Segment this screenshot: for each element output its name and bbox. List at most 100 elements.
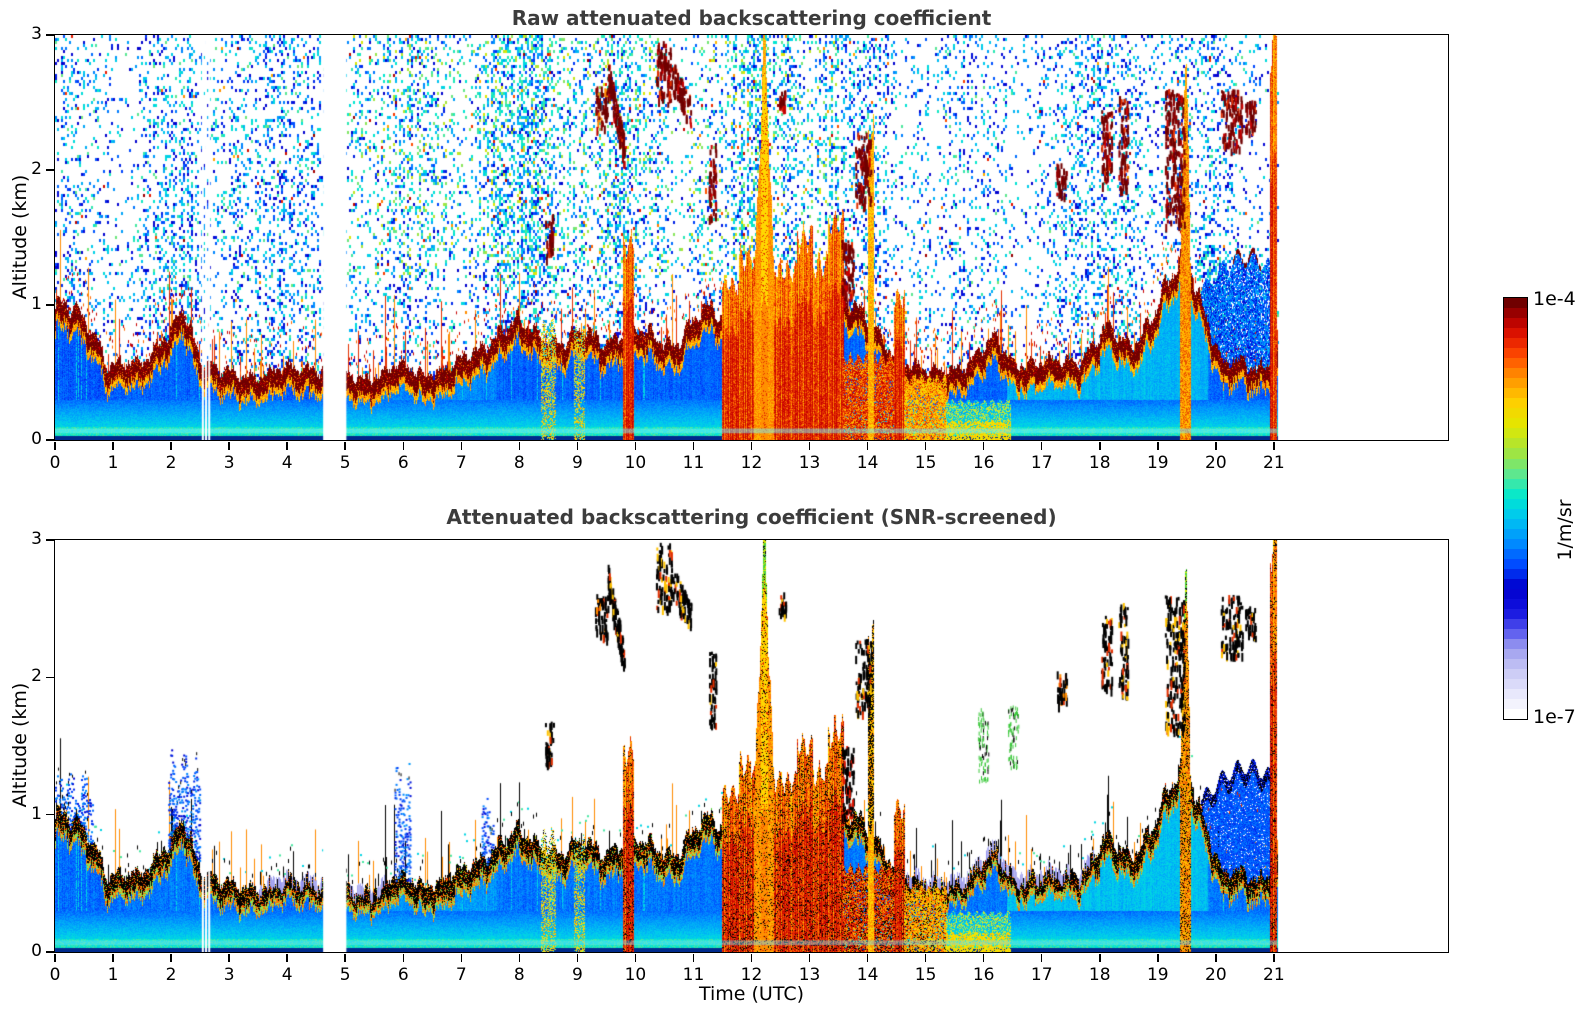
colorbar-segment: [1504, 428, 1527, 439]
x-tick-label: 17: [1030, 453, 1053, 473]
x-tick-label: 17: [1030, 965, 1053, 985]
x-tick-mark: [1040, 441, 1043, 450]
colorbar-segment: [1504, 338, 1527, 349]
colorbar: [1503, 297, 1528, 720]
x-tick-mark: [750, 441, 753, 450]
colorbar-segment: [1504, 378, 1527, 389]
colorbar-segment: [1504, 629, 1527, 640]
x-tick-mark: [1099, 953, 1101, 962]
x-tick-mark: [344, 953, 346, 962]
x-tick-label: 0: [49, 965, 61, 985]
x-tick-mark: [1273, 953, 1275, 962]
x-tick-label: 18: [1088, 453, 1111, 473]
colorbar-segment: [1504, 498, 1527, 509]
x-tick-mark: [692, 441, 695, 450]
colorbar-segment: [1504, 608, 1527, 619]
colorbar-segment: [1504, 558, 1527, 569]
x-tick-mark: [286, 441, 288, 450]
x-tick-label: 19: [1146, 965, 1169, 985]
colorbar-segment: [1504, 598, 1527, 609]
colorbar-segment: [1504, 348, 1527, 359]
colorbar-segment: [1504, 659, 1527, 670]
y-tick-mark: [46, 169, 54, 171]
colorbar-max-label: 1e-4: [1533, 288, 1576, 310]
colorbar-segment: [1504, 669, 1527, 680]
x-tick-mark: [982, 441, 985, 450]
colorbar-segment: [1504, 388, 1527, 399]
x-axis-label: Time (UTC): [698, 983, 805, 1005]
x-tick-mark: [866, 441, 869, 450]
y-tick-mark: [46, 813, 54, 816]
screened-panel-frame: [53, 538, 1449, 953]
colorbar-units-label: 1/m/sr: [1554, 499, 1576, 561]
x-tick-mark: [286, 953, 288, 962]
x-tick-mark: [112, 953, 114, 962]
colorbar-segment: [1504, 679, 1527, 690]
colorbar-segment: [1504, 488, 1527, 499]
colorbar-segment: [1504, 368, 1527, 379]
y-tick-label: 1: [31, 803, 42, 824]
x-tick-label: 6: [397, 965, 409, 985]
x-tick-mark: [112, 441, 114, 450]
raw-panel-frame: [53, 33, 1449, 441]
x-tick-mark: [924, 953, 927, 962]
colorbar-segment: [1504, 328, 1527, 339]
x-tick-mark: [982, 953, 985, 962]
y-tick-label: 3: [31, 24, 42, 44]
x-tick-mark: [692, 953, 695, 962]
x-tick-label: 9: [571, 453, 583, 473]
colorbar-segment: [1504, 398, 1527, 409]
x-tick-mark: [402, 441, 404, 450]
colorbar-segment: [1504, 508, 1527, 519]
y-tick-mark: [46, 439, 54, 441]
x-tick-label: 12: [740, 965, 763, 985]
colorbar-segment: [1504, 518, 1527, 529]
screened-y-axis-label: Altitude (km): [9, 682, 31, 808]
x-tick-mark: [170, 953, 172, 962]
x-tick-mark: [750, 953, 753, 962]
x-tick-label: 3: [223, 453, 235, 473]
x-tick-mark: [460, 953, 463, 962]
x-tick-label: 21: [1263, 965, 1285, 985]
y-tick-mark: [46, 539, 54, 541]
raw-backscatter-heatmap: [54, 34, 1448, 440]
x-tick-label: 7: [455, 453, 467, 473]
colorbar-segment: [1504, 538, 1527, 549]
x-tick-label: 8: [513, 965, 525, 985]
x-tick-mark: [576, 953, 579, 962]
x-tick-label: 10: [624, 965, 647, 985]
x-tick-mark: [1215, 953, 1217, 962]
x-tick-mark: [1157, 953, 1159, 962]
screened-backscatter-heatmap: [54, 539, 1448, 952]
raw-panel-title: Raw attenuated backscattering coefficien…: [511, 6, 992, 30]
x-tick-mark: [808, 441, 811, 450]
colorbar-segment: [1504, 358, 1527, 369]
x-tick-label: 4: [281, 965, 293, 985]
x-tick-label: 14: [856, 965, 879, 985]
x-tick-label: 4: [281, 453, 293, 473]
x-tick-label: 9: [571, 965, 583, 985]
colorbar-segment: [1504, 468, 1527, 479]
x-tick-label: 11: [682, 965, 705, 985]
x-tick-label: 12: [740, 453, 763, 473]
x-tick-label: 5: [339, 965, 351, 985]
x-tick-label: 1: [107, 453, 119, 473]
colorbar-segment: [1504, 639, 1527, 650]
x-tick-label: 15: [914, 965, 937, 985]
y-tick-label: 1: [31, 294, 42, 314]
colorbar-segment: [1504, 619, 1527, 630]
colorbar-segment: [1504, 578, 1527, 589]
y-tick-mark: [46, 676, 54, 679]
x-tick-mark: [402, 953, 404, 962]
x-tick-label: 3: [223, 965, 235, 985]
colorbar-segment: [1504, 448, 1527, 459]
x-tick-label: 20: [1205, 453, 1227, 473]
colorbar-segment: [1504, 548, 1527, 559]
colorbar-segment: [1504, 568, 1527, 579]
x-tick-label: 18: [1088, 965, 1111, 985]
x-tick-label: 15: [914, 453, 937, 473]
x-tick-label: 20: [1205, 965, 1227, 985]
x-tick-label: 16: [972, 453, 995, 473]
y-tick-label: 0: [31, 941, 42, 961]
x-tick-label: 10: [624, 453, 647, 473]
